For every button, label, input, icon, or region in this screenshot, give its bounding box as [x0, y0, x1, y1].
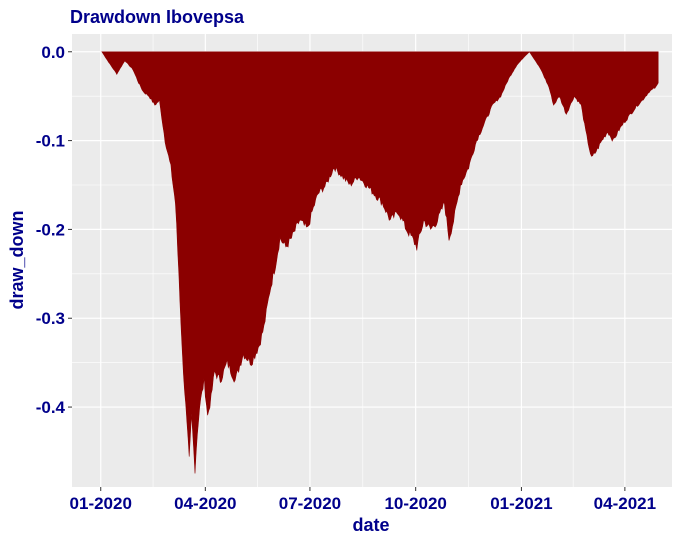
x-tick-label: 01-2020 — [70, 494, 132, 513]
x-tick-label: 04-2020 — [174, 494, 236, 513]
y-tick-label: -0.2 — [36, 220, 65, 239]
drawdown-area — [101, 51, 659, 474]
y-tick-label: -0.3 — [36, 309, 65, 328]
y-tick-label: -0.4 — [36, 398, 66, 417]
y-axis-title: draw_down — [7, 210, 27, 309]
x-tick-label: 01-2021 — [490, 494, 552, 513]
y-tick-label: -0.1 — [36, 132, 65, 151]
y-axis: 0.0 -0.1 -0.2 -0.3 -0.4 — [36, 43, 72, 417]
y-tick-label: 0.0 — [41, 43, 65, 62]
x-axis-title: date — [352, 515, 389, 535]
x-tick-label: 04-2021 — [594, 494, 656, 513]
chart-title: Drawdown Ibovepsa — [70, 7, 245, 27]
x-tick-label: 07-2020 — [279, 494, 341, 513]
x-axis: 01-2020 04-2020 07-2020 10-2020 01-2021 04-20… — [70, 487, 656, 513]
x-tick-label: 10-2020 — [384, 494, 446, 513]
